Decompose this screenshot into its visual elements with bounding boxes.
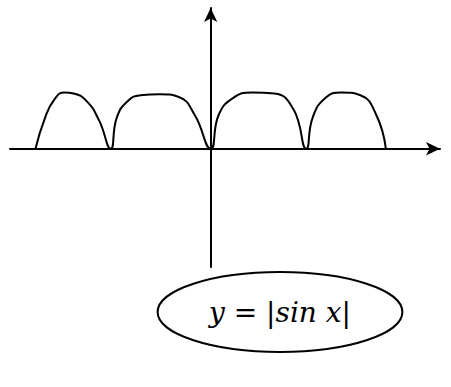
svg-text:y = |sin x|: y = |sin x| xyxy=(207,296,351,329)
